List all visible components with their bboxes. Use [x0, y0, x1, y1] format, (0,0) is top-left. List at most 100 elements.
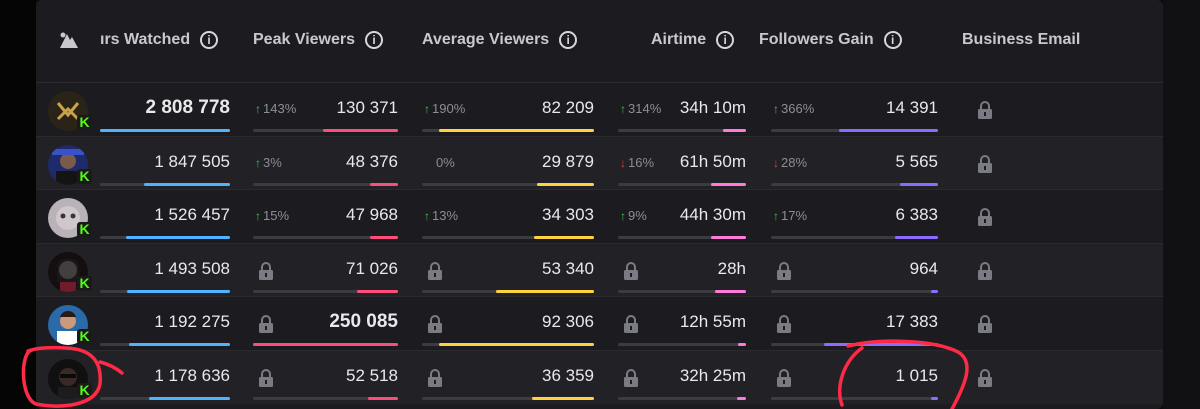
- info-icon[interactable]: i: [883, 31, 902, 49]
- hours-watched-value: 1 192 275: [154, 312, 230, 331]
- business-email-lock-icon[interactable]: [977, 315, 993, 333]
- followers-gain-change-label: 17%: [781, 208, 808, 223]
- followers-gain-bar-fill: [839, 129, 938, 132]
- kick-platform-badge: K: [77, 115, 92, 130]
- col-airtime-label: Airtime: [651, 31, 707, 48]
- hours-watched-bar-fill: [100, 129, 230, 132]
- average-viewers-value: 36 359: [542, 365, 594, 385]
- info-icon[interactable]: i: [365, 31, 384, 49]
- average-viewers-value: 34 303: [542, 205, 594, 224]
- business-email-lock-icon[interactable]: [977, 261, 993, 280]
- followers-gain-bar-track: [771, 289, 938, 293]
- airtime-change: ↑ 9%: [620, 208, 647, 223]
- airtime-bar-fill: [723, 129, 746, 132]
- table-row[interactable]: K 1 178 636 52 518 36 359 32h 25m 1 015: [36, 349, 1163, 404]
- business-email-lock-icon[interactable]: [977, 154, 993, 173]
- average-viewers-change-label: 190%: [432, 101, 466, 116]
- hours-watched-value: 1 847 505: [154, 151, 230, 171]
- followers-gain-value: 1 015: [895, 365, 938, 385]
- avatar[interactable]: [48, 198, 88, 238]
- hours-watched-bar-fill: [127, 289, 230, 293]
- business-email-lock-icon[interactable]: [977, 368, 993, 387]
- followers-gain-bar-track: [771, 236, 938, 239]
- lock-icon[interactable]: [623, 261, 639, 280]
- followers-gain-bar-fill: [824, 343, 938, 346]
- peak-viewers-change: ↑ 143%: [255, 101, 296, 116]
- info-icon[interactable]: i: [716, 31, 735, 49]
- average-viewers-value: 53 340: [542, 258, 594, 278]
- peak-viewers-bar-track: [253, 182, 398, 186]
- followers-gain-bar-fill: [895, 236, 938, 239]
- airtime-bar-track: [618, 289, 746, 293]
- leaderboard-panel: ırs Watched i Peak Viewers i Average Vie…: [36, 0, 1163, 409]
- average-viewers-change-label: 0%: [436, 154, 455, 170]
- lock-icon[interactable]: [776, 315, 792, 333]
- peak-viewers-value: 52 518: [346, 365, 398, 385]
- lock-icon[interactable]: [258, 261, 274, 280]
- business-email-lock-icon[interactable]: [977, 101, 993, 119]
- arrow-down-icon: ↓: [620, 155, 626, 170]
- arrow-up-icon: ↑: [620, 102, 626, 116]
- hours-watched-bar-fill: [144, 182, 230, 186]
- kick-platform-badge: K: [77, 382, 92, 398]
- average-viewers-bar-fill: [532, 396, 594, 400]
- followers-gain-change-label: 366%: [781, 101, 815, 116]
- peak-viewers-bar-track: [253, 289, 398, 293]
- lock-icon[interactable]: [258, 368, 274, 387]
- peak-viewers-bar-fill: [357, 289, 398, 293]
- followers-gain-value: 5 565: [895, 151, 938, 171]
- lock-icon[interactable]: [427, 261, 443, 280]
- lock-icon[interactable]: [623, 368, 639, 387]
- peak-viewers-value: 48 376: [346, 151, 398, 171]
- kick-platform-badge: K: [77, 168, 92, 184]
- col-business-email-label: Business Email: [962, 31, 1081, 48]
- table-row[interactable]: K 1 493 508 71 026 53 340 28h 964: [36, 242, 1163, 297]
- peak-viewers-change-label: 143%: [263, 101, 297, 116]
- col-followers-gain[interactable]: Followers Gain i: [759, 28, 902, 52]
- col-airtime[interactable]: Airtime i: [651, 28, 735, 52]
- average-viewers-change: 0%: [424, 155, 455, 170]
- lock-icon[interactable]: [623, 315, 639, 333]
- table-row[interactable]: K 1 192 275 250 085 92 306 12h 55m 17 383: [36, 296, 1163, 350]
- followers-gain-value: 964: [909, 258, 938, 278]
- peak-viewers-change: ↑ 15%: [255, 208, 289, 223]
- followers-gain-value: 17 383: [886, 312, 938, 331]
- col-average-viewers[interactable]: Average Viewers i: [422, 28, 578, 52]
- arrow-up-icon: ↑: [773, 209, 779, 223]
- avatar[interactable]: [48, 144, 88, 185]
- airtime-value: 44h 30m: [679, 205, 746, 224]
- peak-viewers-bar-fill: [370, 236, 398, 239]
- info-icon[interactable]: i: [200, 31, 219, 49]
- lock-icon[interactable]: [776, 261, 792, 280]
- arrow-up-icon: ↑: [255, 155, 261, 170]
- arrow-up-icon: ↑: [255, 102, 261, 116]
- airtime-value: 12h 55m: [679, 312, 746, 331]
- average-viewers-bar-fill: [439, 343, 594, 346]
- kick-platform-badge: K: [77, 275, 92, 291]
- airtime-change: ↑ 314%: [620, 101, 661, 116]
- lock-icon[interactable]: [427, 315, 443, 333]
- window-edge-left: [0, 0, 36, 409]
- lock-icon[interactable]: [776, 368, 792, 387]
- airtime-change-label: 314%: [628, 101, 662, 116]
- followers-gain-bar-fill: [900, 182, 938, 186]
- peak-viewers-change-label: 15%: [263, 208, 290, 223]
- hours-watched-bar-fill: [149, 396, 230, 400]
- arrow-up-icon: ↑: [620, 209, 626, 223]
- col-business-email[interactable]: Business Email: [962, 28, 1080, 52]
- followers-gain-value: 14 391: [886, 98, 938, 117]
- arrow-up-icon: ↑: [424, 209, 430, 223]
- lock-icon[interactable]: [427, 368, 443, 387]
- info-icon[interactable]: i: [559, 31, 578, 49]
- lock-icon[interactable]: [258, 315, 274, 333]
- col-average-viewers-label: Average Viewers: [422, 31, 550, 48]
- peak-viewers-bar-track: [253, 236, 398, 239]
- airtime-bar-track: [618, 343, 746, 346]
- business-email-lock-icon[interactable]: [977, 208, 993, 226]
- col-peak-viewers[interactable]: Peak Viewers i: [253, 28, 384, 52]
- platform-icon[interactable]: [58, 30, 80, 50]
- col-hours-watched[interactable]: ırs Watched i: [100, 28, 219, 52]
